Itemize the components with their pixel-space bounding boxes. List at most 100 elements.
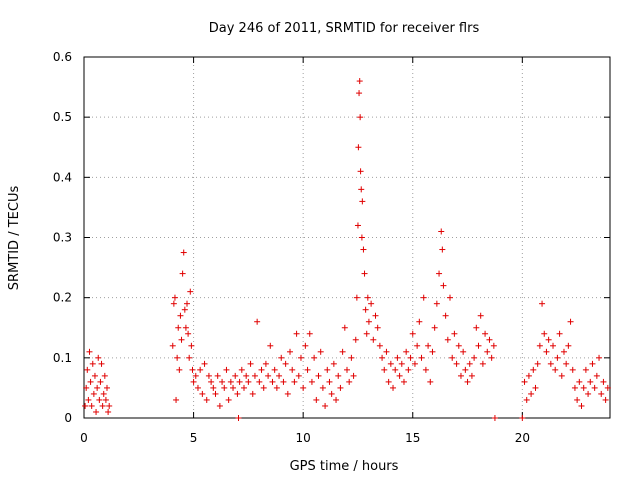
data-point [484, 348, 491, 355]
data-point [411, 360, 418, 367]
data-point [175, 324, 182, 331]
y-tick-label: 0 [64, 411, 72, 425]
data-point [491, 415, 498, 421]
data-point [360, 246, 367, 253]
data-point [462, 366, 469, 373]
data-point [225, 396, 232, 403]
data-point [383, 348, 390, 355]
data-point [287, 348, 294, 355]
data-point [439, 246, 446, 253]
data-point [105, 408, 112, 415]
data-point [539, 300, 546, 307]
data-point [265, 372, 272, 379]
data-point [210, 384, 217, 391]
data-point [416, 318, 423, 325]
data-point [84, 366, 91, 373]
data-point [348, 354, 355, 361]
data-point [173, 396, 180, 403]
data-point [99, 402, 106, 409]
data-point [578, 402, 585, 409]
data-point [374, 324, 381, 331]
data-point [282, 360, 289, 367]
data-point [525, 372, 532, 379]
data-point [297, 354, 304, 361]
data-point [249, 390, 256, 397]
data-point [365, 318, 372, 325]
data-point [208, 378, 215, 385]
data-point [385, 378, 392, 385]
data-point [188, 342, 195, 349]
data-point [405, 366, 412, 373]
data-point [251, 372, 258, 379]
data-point [390, 384, 397, 391]
data-point [545, 336, 552, 343]
data-point [396, 372, 403, 379]
data-point [324, 366, 331, 373]
data-point [460, 348, 467, 355]
data-point [403, 348, 410, 355]
data-point [442, 312, 449, 319]
data-point [98, 360, 105, 367]
data-point [87, 378, 94, 385]
data-point [199, 390, 206, 397]
data-point [216, 402, 223, 409]
data-point [453, 360, 460, 367]
y-tick-label: 0.1 [53, 351, 72, 365]
data-point [273, 384, 280, 391]
data-point [477, 312, 484, 319]
data-point [262, 360, 269, 367]
data-point [174, 354, 181, 361]
data-point [170, 300, 177, 307]
data-point [576, 378, 583, 385]
data-point [178, 336, 185, 343]
data-point [337, 384, 344, 391]
data-point [479, 360, 486, 367]
data-point [106, 402, 113, 409]
data-point [368, 300, 375, 307]
data-point [247, 360, 254, 367]
data-point [311, 354, 318, 361]
data-point [490, 342, 497, 349]
data-point [436, 270, 443, 277]
grid [84, 57, 610, 418]
data-point [523, 396, 530, 403]
data-point [536, 342, 543, 349]
data-point [328, 390, 335, 397]
data-point [414, 342, 421, 349]
data-point [358, 186, 365, 193]
data-point [433, 300, 440, 307]
data-point [357, 168, 364, 175]
data-point [289, 366, 296, 373]
data-point [278, 354, 285, 361]
data-point [431, 324, 438, 331]
data-point [97, 378, 104, 385]
data-point [574, 396, 581, 403]
data-point [171, 294, 178, 301]
data-point [306, 330, 313, 337]
data-point [254, 318, 261, 325]
data-point [333, 396, 340, 403]
data-point [293, 330, 300, 337]
data-point [308, 378, 315, 385]
data-point [227, 378, 234, 385]
data-point [194, 384, 201, 391]
data-point [582, 366, 589, 373]
data-point [565, 342, 572, 349]
data-point [550, 342, 557, 349]
data-point [330, 360, 337, 367]
data-point [94, 384, 101, 391]
data-point [422, 366, 429, 373]
data-point [101, 372, 108, 379]
data-point [100, 390, 107, 397]
data-point [104, 384, 111, 391]
data-point [291, 378, 298, 385]
data-point [600, 378, 607, 385]
data-point [372, 312, 379, 319]
data-point [449, 354, 456, 361]
data-point [91, 372, 98, 379]
data-point [473, 324, 480, 331]
data-point [455, 342, 462, 349]
data-point [585, 390, 592, 397]
data-point [335, 372, 342, 379]
